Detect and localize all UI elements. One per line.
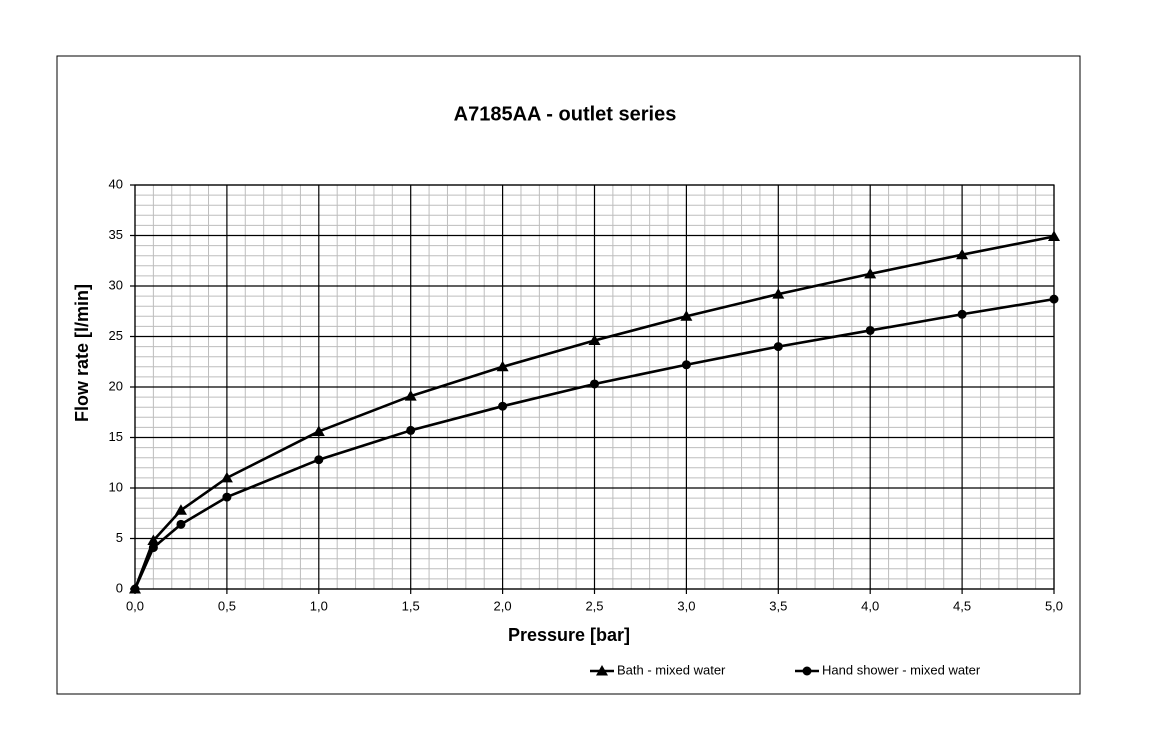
x-tick-label: 5,0 — [1045, 598, 1063, 613]
marker — [681, 360, 691, 370]
plot — [129, 230, 1060, 594]
marker — [314, 455, 324, 465]
x-tick-label: 0,0 — [126, 598, 144, 613]
x-tick-label: 3,5 — [769, 598, 787, 613]
marker — [772, 288, 785, 299]
x-tick-label: 2,5 — [585, 598, 603, 613]
marker — [406, 425, 416, 435]
y-tick-label: 40 — [109, 176, 123, 191]
y-axis-label: Flow rate [l/min] — [72, 284, 92, 422]
marker — [220, 471, 233, 483]
marker — [147, 534, 160, 546]
y-tick-label: 35 — [109, 227, 123, 242]
y-tick-label: 10 — [109, 479, 123, 494]
marker — [496, 360, 509, 372]
x-tick-label: 1,5 — [402, 598, 420, 613]
marker — [773, 342, 783, 352]
x-tick-label: 3,0 — [677, 598, 695, 613]
marker — [596, 665, 608, 676]
y-tick-label: 15 — [109, 429, 123, 444]
marker — [864, 267, 877, 279]
x-tick-label: 1,0 — [310, 598, 328, 613]
marker — [312, 425, 325, 436]
marker — [680, 310, 693, 321]
legend-label: Bath - mixed water — [617, 662, 726, 677]
marker — [865, 325, 875, 335]
marker — [802, 666, 812, 676]
marker — [590, 379, 599, 389]
x-tick-label: 4,5 — [953, 598, 971, 613]
marker — [130, 584, 140, 594]
marker — [222, 492, 232, 502]
y-tick-label: 20 — [109, 378, 123, 393]
x-tick-label: 4,0 — [861, 598, 879, 613]
marker — [588, 334, 601, 346]
y-tick-label: 30 — [109, 277, 123, 292]
x-tick-label: 0,5 — [218, 598, 236, 613]
x-tick-label: 2,0 — [494, 598, 512, 613]
marker — [176, 519, 186, 529]
marker — [174, 504, 187, 515]
marker — [956, 248, 969, 260]
chart-title: A7185AA - outlet series — [454, 103, 677, 125]
y-tick-label: 5 — [116, 530, 123, 545]
marker — [1049, 294, 1059, 304]
marker — [404, 390, 417, 401]
marker — [498, 401, 508, 411]
legend-label: Hand shower - mixed water — [822, 662, 981, 677]
y-tick-label: 25 — [109, 328, 123, 343]
x-axis-label: Pressure [bar] — [508, 625, 630, 645]
marker — [148, 543, 158, 553]
legend-item: Bath - mixed water — [590, 662, 726, 677]
chart-border — [56, 55, 1081, 695]
legend-item: Hand shower - mixed water — [795, 662, 981, 677]
y-tick-label: 0 — [116, 580, 123, 595]
marker — [957, 309, 967, 319]
plot-frame — [134, 184, 1055, 590]
marker — [1048, 230, 1060, 242]
